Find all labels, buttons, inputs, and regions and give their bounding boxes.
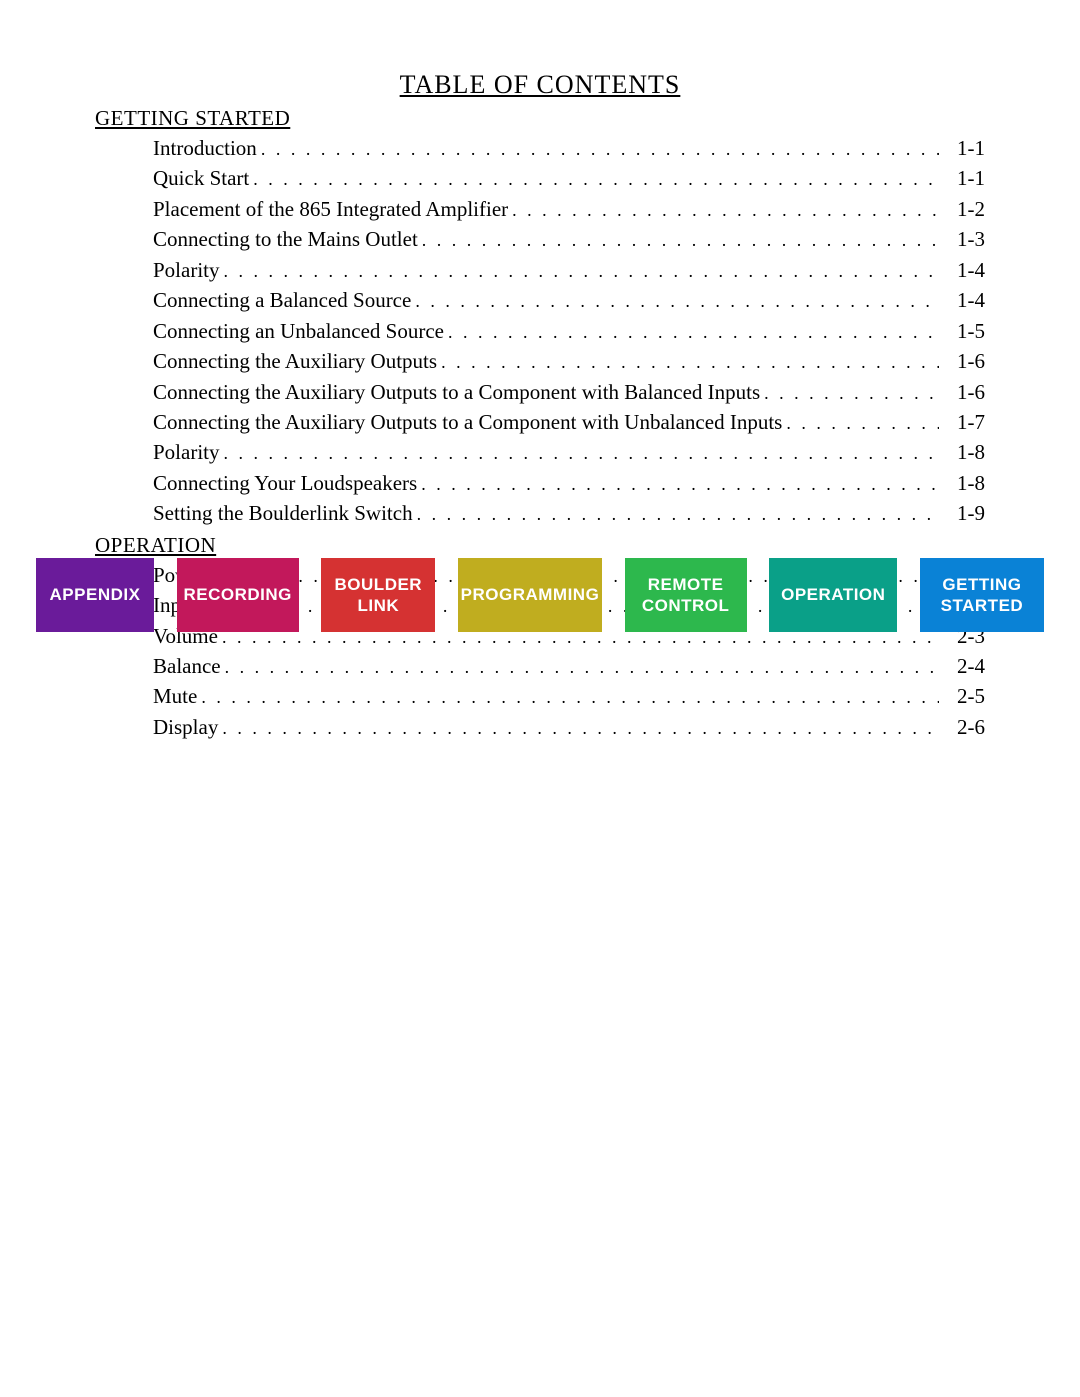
toc-leader-dots	[253, 166, 939, 192]
toc-entry-page: 1-5	[943, 316, 985, 346]
toc-entry-page: 1-2	[943, 194, 985, 224]
toc-leader-dots	[225, 654, 939, 680]
toc-entry-label: Setting the Boulderlink Switch	[153, 498, 413, 528]
toc-entry-page: 2-4	[943, 651, 985, 681]
toc-leader-dots	[201, 684, 939, 710]
section-tab-label: BOULDERLINK	[335, 574, 423, 617]
toc-entry-page: 1-4	[943, 285, 985, 315]
toc-entry-label: Display	[153, 712, 218, 742]
toc-leader-dots	[222, 715, 939, 741]
toc-entry-label: Introduction	[153, 133, 257, 163]
toc-leader-dots	[417, 501, 939, 527]
toc-entry-label: Connecting an Unbalanced Source	[153, 316, 444, 346]
toc-leader-dots	[261, 136, 939, 162]
toc-entry-label: Quick Start	[153, 163, 249, 193]
toc-entry-page: 1-7	[943, 407, 985, 437]
toc-entry-label: Connecting the Auxiliary Outputs to a Co…	[153, 407, 782, 437]
toc-entry-page: 1-8	[943, 437, 985, 467]
section-tab[interactable]: BOULDERLINK	[321, 558, 435, 632]
section-heading[interactable]: OPERATION	[95, 533, 985, 558]
toc-leader-dots	[448, 319, 939, 345]
toc-entry-page: 1-8	[943, 468, 985, 498]
toc-entry[interactable]: Connecting to the Mains Outlet 1-3	[153, 224, 985, 254]
toc-entry[interactable]: Introduction 1-1	[153, 133, 985, 163]
page-title: TABLE OF CONTENTS	[95, 70, 985, 100]
toc-entry-page: 1-6	[943, 346, 985, 376]
toc-entry-label: Connecting the Auxiliary Outputs to a Co…	[153, 377, 760, 407]
toc-leader-dots	[224, 258, 940, 284]
toc-entry-page: 1-3	[943, 224, 985, 254]
toc-entry-page: 2-6	[943, 712, 985, 742]
toc-entry-label: Polarity	[153, 255, 220, 285]
toc-entry-label: Placement of the 865 Integrated Amplifie…	[153, 194, 508, 224]
toc-entry-label: Mute	[153, 681, 197, 711]
toc-entry[interactable]: Connecting the Auxiliary Outputs to a Co…	[153, 377, 985, 407]
section-tab[interactable]: GETTINGSTARTED	[920, 558, 1044, 632]
toc-entry-label: Connecting Your Loudspeakers	[153, 468, 417, 498]
toc-entry-label: Connecting to the Mains Outlet	[153, 224, 418, 254]
toc-entry-label: Connecting the Auxiliary Outputs	[153, 346, 437, 376]
toc-entry[interactable]: Connecting a Balanced Source 1-4	[153, 285, 985, 315]
toc-entry[interactable]: Display 2-6	[153, 712, 985, 742]
section-tab-label: OPERATION	[781, 584, 885, 605]
toc-entry[interactable]: Connecting the Auxiliary Outputs 1-6	[153, 346, 985, 376]
toc-entry-page: 1-4	[943, 255, 985, 285]
toc-leader-dots	[415, 288, 939, 314]
toc-entry[interactable]: Mute 2-5	[153, 681, 985, 711]
toc-entry[interactable]: Placement of the 865 Integrated Amplifie…	[153, 194, 985, 224]
section-tab-label: REMOTECONTROL	[642, 574, 730, 617]
toc-entry-page: 1-1	[943, 163, 985, 193]
toc-entry-page: 2-5	[943, 681, 985, 711]
toc-leader-dots	[422, 227, 939, 253]
toc-entry[interactable]: Balance 2-4	[153, 651, 985, 681]
toc-leader-dots	[421, 471, 939, 497]
toc-body: GETTING STARTEDIntroduction1-1Quick Star…	[95, 106, 985, 742]
section-tab-label: APPENDIX	[50, 584, 141, 605]
toc-entry[interactable]: Polarity 1-8	[153, 437, 985, 467]
toc-entry-page: 1-9	[943, 498, 985, 528]
section-tab-label: GETTINGSTARTED	[941, 574, 1024, 617]
section-tab[interactable]: APPENDIX	[36, 558, 154, 632]
toc-entry-label: Connecting a Balanced Source	[153, 285, 411, 315]
toc-leader-dots	[441, 349, 939, 375]
toc-entry[interactable]: Connecting an Unbalanced Source 1-5	[153, 316, 985, 346]
section-tab[interactable]: RECORDING	[177, 558, 299, 632]
section-tab[interactable]: OPERATION	[769, 558, 897, 632]
section-heading[interactable]: GETTING STARTED	[95, 106, 985, 131]
section-tab-label: PROGRAMMING	[461, 584, 600, 605]
toc-entry-page: 1-1	[943, 133, 985, 163]
toc-entry[interactable]: Polarity 1-4	[153, 255, 985, 285]
toc-entry[interactable]: Quick Start 1-1	[153, 163, 985, 193]
toc-entry[interactable]: Connecting Your Loudspeakers 1-8	[153, 468, 985, 498]
toc-entry[interactable]: Connecting the Auxiliary Outputs to a Co…	[153, 407, 985, 437]
toc-leader-dots	[764, 380, 939, 406]
toc-entry[interactable]: Setting the Boulderlink Switch 1-9	[153, 498, 985, 528]
toc-leader-dots	[224, 440, 940, 466]
toc-entry-page: 1-6	[943, 377, 985, 407]
toc-entry-label: Polarity	[153, 437, 220, 467]
toc-list: Introduction 1-1 Quick Start 1-1 Placement o…	[153, 133, 985, 529]
toc-leader-dots	[786, 410, 939, 436]
section-tab-label: RECORDING	[183, 584, 291, 605]
section-tab[interactable]: REMOTECONTROL	[625, 558, 747, 632]
toc-leader-dots	[512, 197, 939, 223]
section-tabs-row: APPENDIX RECORDING BOULDERLINK PROGRAMMING R…	[0, 558, 1080, 632]
section-tab[interactable]: PROGRAMMING	[458, 558, 602, 632]
toc-entry-label: Balance	[153, 651, 221, 681]
